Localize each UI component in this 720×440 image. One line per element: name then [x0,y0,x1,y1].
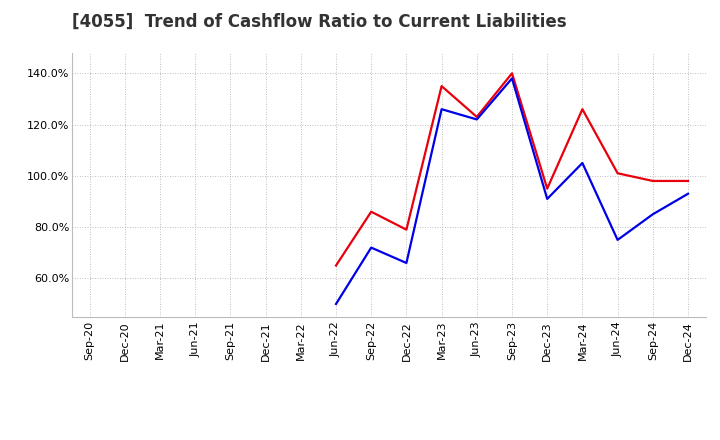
Operating CF to Current Liabilities [367,209,376,214]
Operating CF to Current Liabilities [578,106,587,112]
Free CF to Current Liabilities [613,237,622,242]
Line: Free CF to Current Liabilities: Free CF to Current Liabilities [336,78,688,304]
Operating CF to Current Liabilities [684,178,693,183]
Operating CF to Current Liabilities [613,171,622,176]
Operating CF to Current Liabilities [472,114,481,120]
Operating CF to Current Liabilities [402,227,410,232]
Free CF to Current Liabilities [437,106,446,112]
Free CF to Current Liabilities [332,301,341,307]
Free CF to Current Liabilities [578,160,587,165]
Operating CF to Current Liabilities [508,71,516,76]
Free CF to Current Liabilities [649,212,657,217]
Operating CF to Current Liabilities [649,178,657,183]
Operating CF to Current Liabilities [543,186,552,191]
Operating CF to Current Liabilities [437,84,446,89]
Operating CF to Current Liabilities [332,263,341,268]
Free CF to Current Liabilities [402,260,410,266]
Free CF to Current Liabilities [543,196,552,202]
Free CF to Current Liabilities [472,117,481,122]
Free CF to Current Liabilities [367,245,376,250]
Free CF to Current Liabilities [684,191,693,196]
Free CF to Current Liabilities [508,76,516,81]
Text: [4055]  Trend of Cashflow Ratio to Current Liabilities: [4055] Trend of Cashflow Ratio to Curren… [72,13,567,31]
Line: Operating CF to Current Liabilities: Operating CF to Current Liabilities [336,73,688,265]
